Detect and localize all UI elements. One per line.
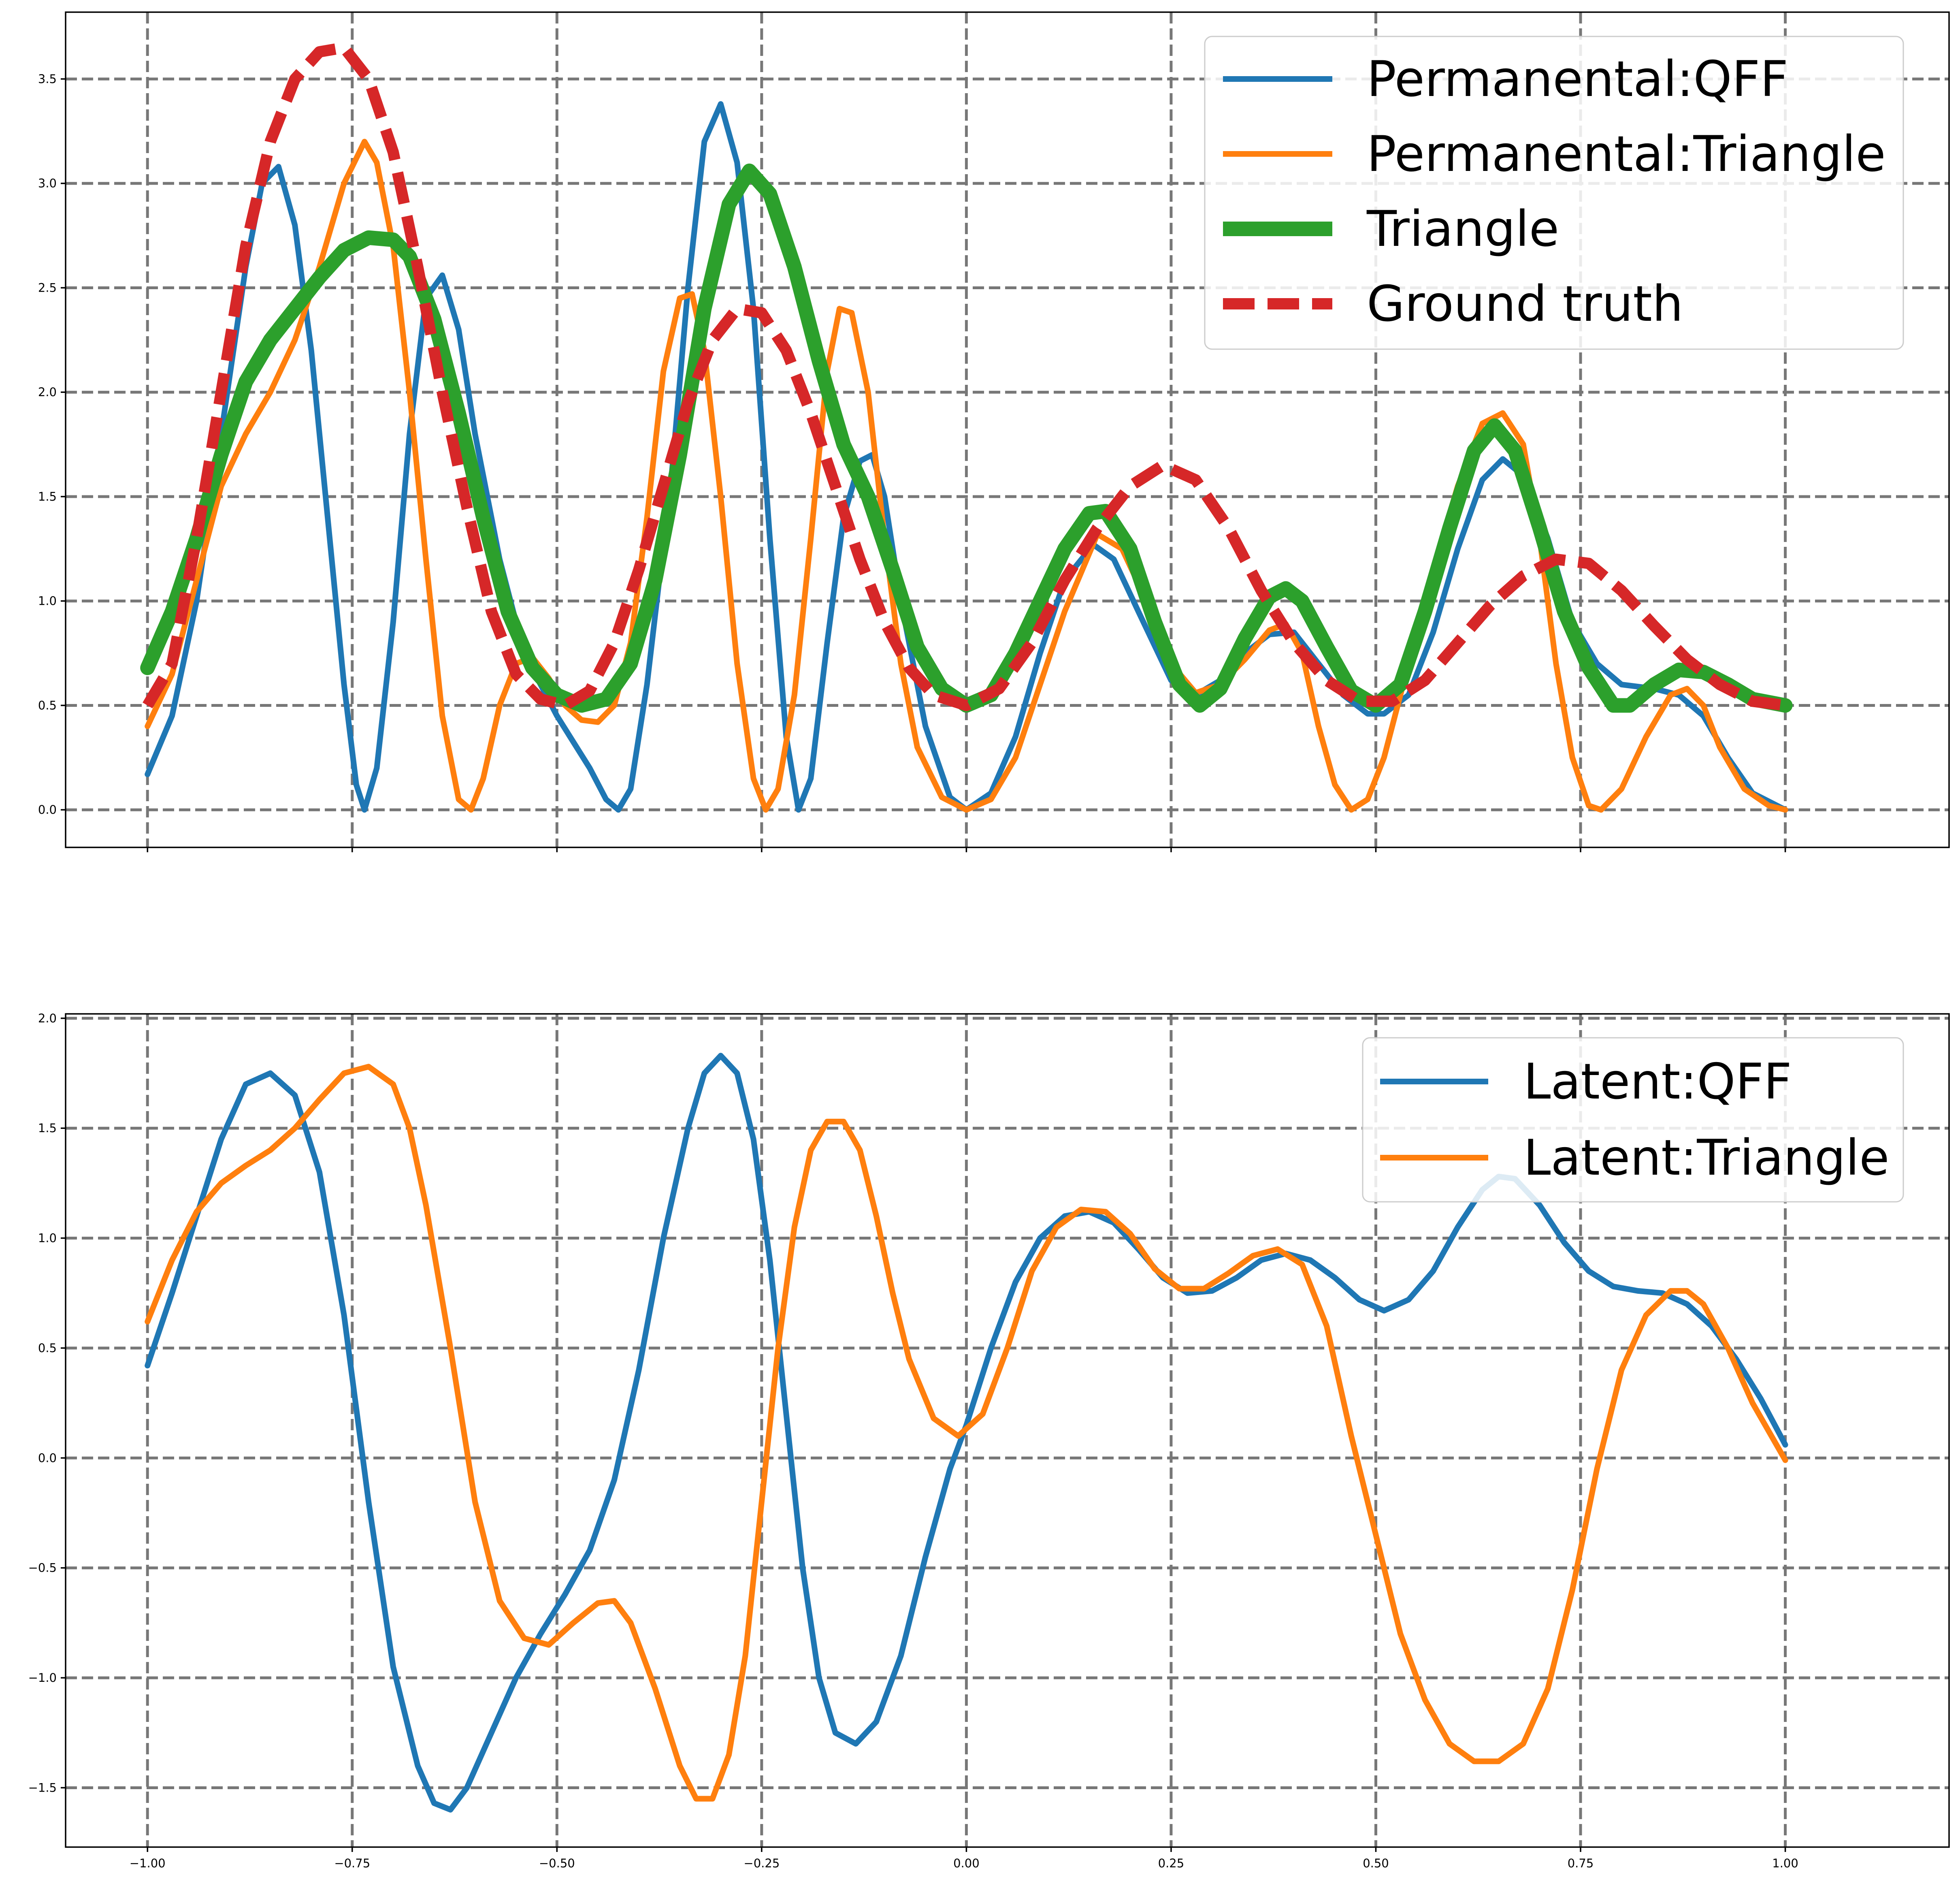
y-tick-label: 1.0: [38, 1231, 57, 1245]
y-tick-label: 1.5: [38, 490, 57, 503]
top-panel: 0.00.51.01.52.02.53.03.5 Permanental:QFFP…: [38, 11, 1950, 852]
legend-box: [1204, 36, 1904, 350]
x-tick-label: 0.25: [1158, 1856, 1185, 1870]
series-line-latent-triangle: [145, 1064, 1788, 1802]
y-tick-label: 2.0: [38, 385, 57, 399]
y-tick-label: −1.0: [28, 1671, 57, 1685]
axes-frame: [65, 11, 1950, 848]
x-tick-label: −0.75: [334, 1856, 370, 1870]
y-tick-label: 0.5: [38, 698, 57, 712]
x-tick-label: −0.25: [744, 1856, 780, 1870]
x-tick-label: 0.75: [1568, 1856, 1594, 1870]
legend-label: Permanental:Triangle: [1367, 126, 1886, 183]
y-tick-label: 2.0: [38, 1011, 57, 1025]
ticks: −1.00 −0.75 −0.50 −0.25 0.00 0.25 0.50 0.75 1.00…: [28, 1011, 1798, 1870]
y-tick-label: 1.0: [38, 594, 57, 608]
legend-label: Permanental:QFF: [1367, 51, 1788, 108]
x-tick-label: 1.00: [1772, 1856, 1798, 1870]
bottom-panel: −1.00 −0.75 −0.50 −0.25 0.00 0.25 0.50 0.75 1.00…: [28, 1011, 1950, 1870]
x-tick-label: 0.50: [1363, 1856, 1389, 1870]
y-tick-label: 0.0: [38, 803, 57, 817]
y-tick-label: 0.0: [38, 1451, 57, 1465]
legend: Permanental:QFF Permanental:Triangle Trian…: [1204, 36, 1904, 350]
y-tick-label: 2.5: [38, 281, 57, 294]
x-tick-label: −0.50: [539, 1856, 575, 1870]
series-line-ground-truth: [143, 42, 1786, 711]
legend-label: Latent:QFF: [1523, 1053, 1792, 1110]
series-line-permanental-qff: [145, 101, 1788, 813]
legend-label: Latent:Triangle: [1523, 1129, 1890, 1186]
x-tick-label: 0.00: [953, 1856, 980, 1870]
x-tick-label: −1.00: [130, 1856, 166, 1870]
legend-label: Triangle: [1366, 201, 1559, 258]
y-tick-label: 3.5: [38, 72, 57, 86]
legend-box: [1362, 1037, 1904, 1203]
y-tick-label: −0.5: [28, 1561, 57, 1575]
y-tick-label: 1.5: [38, 1121, 57, 1135]
y-tick-label: 0.5: [38, 1341, 57, 1355]
y-tick-label: −1.5: [28, 1781, 57, 1794]
legend: Latent:QFF Latent:Triangle: [1362, 1037, 1904, 1203]
axes-frame: [65, 1013, 1950, 1848]
series-group: [140, 42, 1793, 813]
ticks: 0.0 0.5 1.0 1.5 2.0 2.5 3.0 3.5: [38, 72, 1786, 852]
legend-label: Ground truth: [1367, 275, 1683, 333]
y-tick-label: 3.0: [38, 177, 57, 190]
